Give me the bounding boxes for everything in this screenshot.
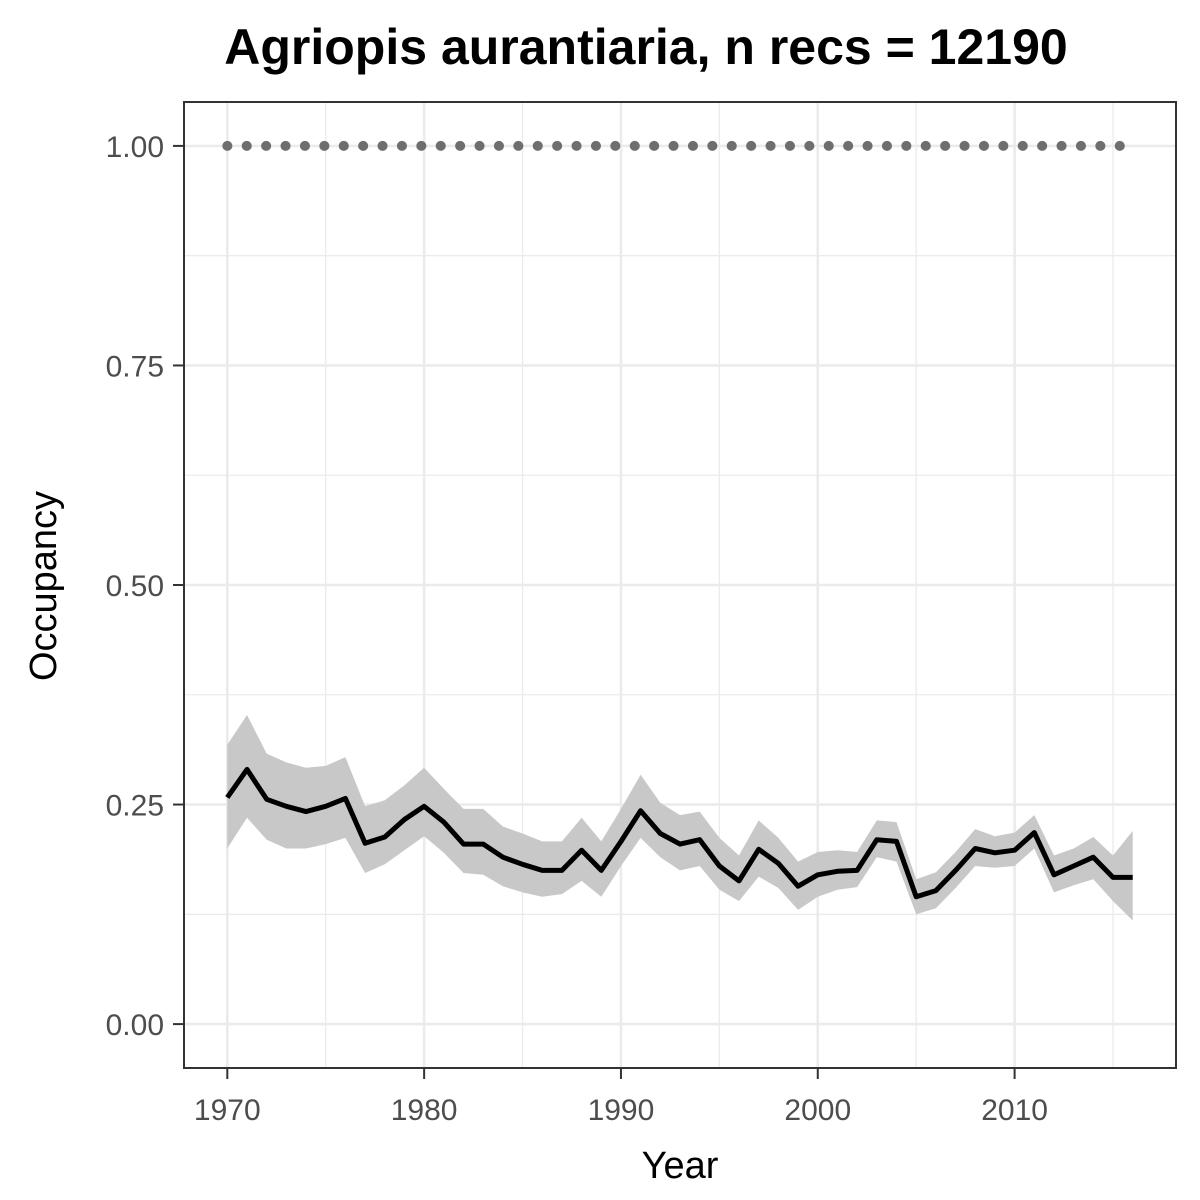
y-tick-label: 0.00 [106,1009,164,1042]
y-tick-label: 0.75 [106,350,164,383]
x-tick-label: 1990 [588,1094,655,1127]
x-tick-label: 1980 [391,1094,458,1127]
x-tick-label: 2010 [981,1094,1048,1127]
axis-ticks: 0.00 0.25 0.50 0.75 1.00 1970 1980 1990 2000 2010 [106,131,1048,1127]
x-axis-title: Year [642,1145,719,1187]
chart-title: Agriopis aurantiaria, n recs = 12190 [224,19,1067,75]
occupancy-line-0 [225,766,1133,900]
x-tick-label: 1970 [194,1094,261,1127]
y-tick-label: 0.50 [106,570,164,603]
x-tick-label: 2000 [784,1094,851,1127]
y-axis-title: Occupancy [23,491,65,681]
y-tick-label: 1.00 [106,131,164,164]
y-tick-label: 0.25 [106,790,164,823]
series-lines [222,140,1138,900]
